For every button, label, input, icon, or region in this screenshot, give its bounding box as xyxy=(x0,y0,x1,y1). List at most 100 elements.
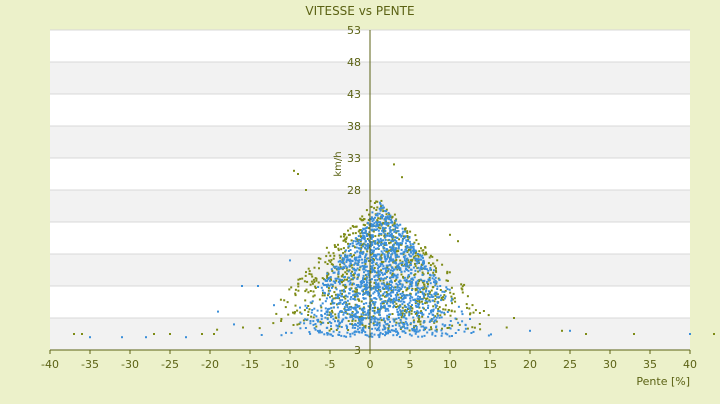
blue-point xyxy=(360,237,363,239)
olive-point xyxy=(313,281,316,283)
blue-point xyxy=(393,261,396,264)
olive-point xyxy=(388,249,391,252)
blue-point xyxy=(378,232,381,235)
olive-point xyxy=(444,304,447,307)
blue-point xyxy=(331,299,333,302)
blue-point xyxy=(371,250,374,253)
blue-point xyxy=(376,274,379,277)
olive-point xyxy=(314,285,317,288)
blue-point xyxy=(422,329,425,332)
blue-point xyxy=(383,217,386,220)
olive-point xyxy=(387,224,390,227)
blue-point xyxy=(383,326,386,329)
blue-point xyxy=(394,256,397,259)
blue-point xyxy=(405,260,408,263)
blue-point xyxy=(342,266,345,269)
olive-point xyxy=(406,249,409,252)
olive-point xyxy=(346,278,348,281)
olive-point xyxy=(351,255,353,258)
blue-point xyxy=(332,302,335,305)
olive-point xyxy=(428,299,431,302)
olive-point xyxy=(407,238,410,241)
blue-point xyxy=(391,240,394,243)
olive-point xyxy=(409,305,412,308)
blue-point xyxy=(406,324,409,327)
blue-point xyxy=(357,261,360,264)
blue-point xyxy=(383,246,386,249)
olive-point xyxy=(392,261,395,264)
blue-point xyxy=(378,258,381,261)
blue-point xyxy=(411,327,414,330)
olive-point xyxy=(400,243,403,246)
olive-point xyxy=(391,238,394,241)
blue-point xyxy=(360,318,363,321)
blue-point xyxy=(393,224,396,227)
olive-point xyxy=(417,242,420,245)
blue-point xyxy=(460,310,463,313)
blue-point xyxy=(422,321,425,324)
blue-point xyxy=(336,327,339,330)
blue-point xyxy=(379,302,382,305)
blue-point xyxy=(346,306,349,308)
olive-point xyxy=(388,242,391,245)
blue-point xyxy=(392,286,395,289)
blue-point xyxy=(457,305,460,308)
blue-point xyxy=(389,294,392,297)
blue-point xyxy=(365,284,368,286)
blue-point xyxy=(409,297,412,300)
blue-point xyxy=(381,229,384,232)
blue-point xyxy=(335,288,338,291)
blue-point xyxy=(409,268,412,271)
blue-point xyxy=(395,295,398,298)
blue-point xyxy=(389,259,392,262)
blue-point xyxy=(409,255,412,258)
blue-point xyxy=(363,281,365,284)
olive-point xyxy=(280,318,283,320)
blue-point xyxy=(389,277,391,280)
olive-point xyxy=(362,223,365,226)
olive-point xyxy=(391,216,393,219)
blue-point xyxy=(348,283,351,286)
olive-point xyxy=(427,272,429,275)
blue-point xyxy=(360,319,363,322)
olive-point xyxy=(359,250,362,253)
olive-point xyxy=(326,263,329,265)
olive-point xyxy=(436,293,439,296)
blue-point xyxy=(344,283,347,286)
blue-point xyxy=(387,309,390,312)
blue-point xyxy=(396,276,399,279)
olive-point xyxy=(380,205,383,208)
blue-point xyxy=(389,234,392,236)
blue-point xyxy=(344,308,346,311)
blue-point xyxy=(389,331,392,333)
blue-point xyxy=(396,273,399,276)
olive-point xyxy=(305,189,307,191)
blue-point xyxy=(354,251,357,254)
blue-point xyxy=(401,283,404,286)
blue-point xyxy=(450,297,453,300)
blue-point xyxy=(388,304,391,307)
blue-point xyxy=(392,306,395,309)
blue-point xyxy=(408,312,411,315)
blue-point xyxy=(320,309,323,312)
olive-point xyxy=(351,270,354,273)
blue-point xyxy=(370,249,373,252)
blue-point xyxy=(347,250,350,252)
blue-point xyxy=(399,310,402,313)
blue-point xyxy=(381,214,384,216)
olive-point xyxy=(303,309,306,312)
blue-point xyxy=(388,264,391,267)
blue-point xyxy=(372,292,375,295)
blue-point xyxy=(421,303,424,305)
blue-point xyxy=(363,261,366,264)
olive-point xyxy=(478,323,481,325)
blue-point xyxy=(385,210,388,213)
blue-point xyxy=(399,223,402,226)
blue-point xyxy=(387,293,390,296)
blue-point xyxy=(409,281,412,284)
blue-point xyxy=(389,255,392,258)
olive-point xyxy=(308,270,311,273)
blue-point xyxy=(329,276,332,279)
blue-point xyxy=(362,293,364,296)
olive-point xyxy=(294,292,297,295)
